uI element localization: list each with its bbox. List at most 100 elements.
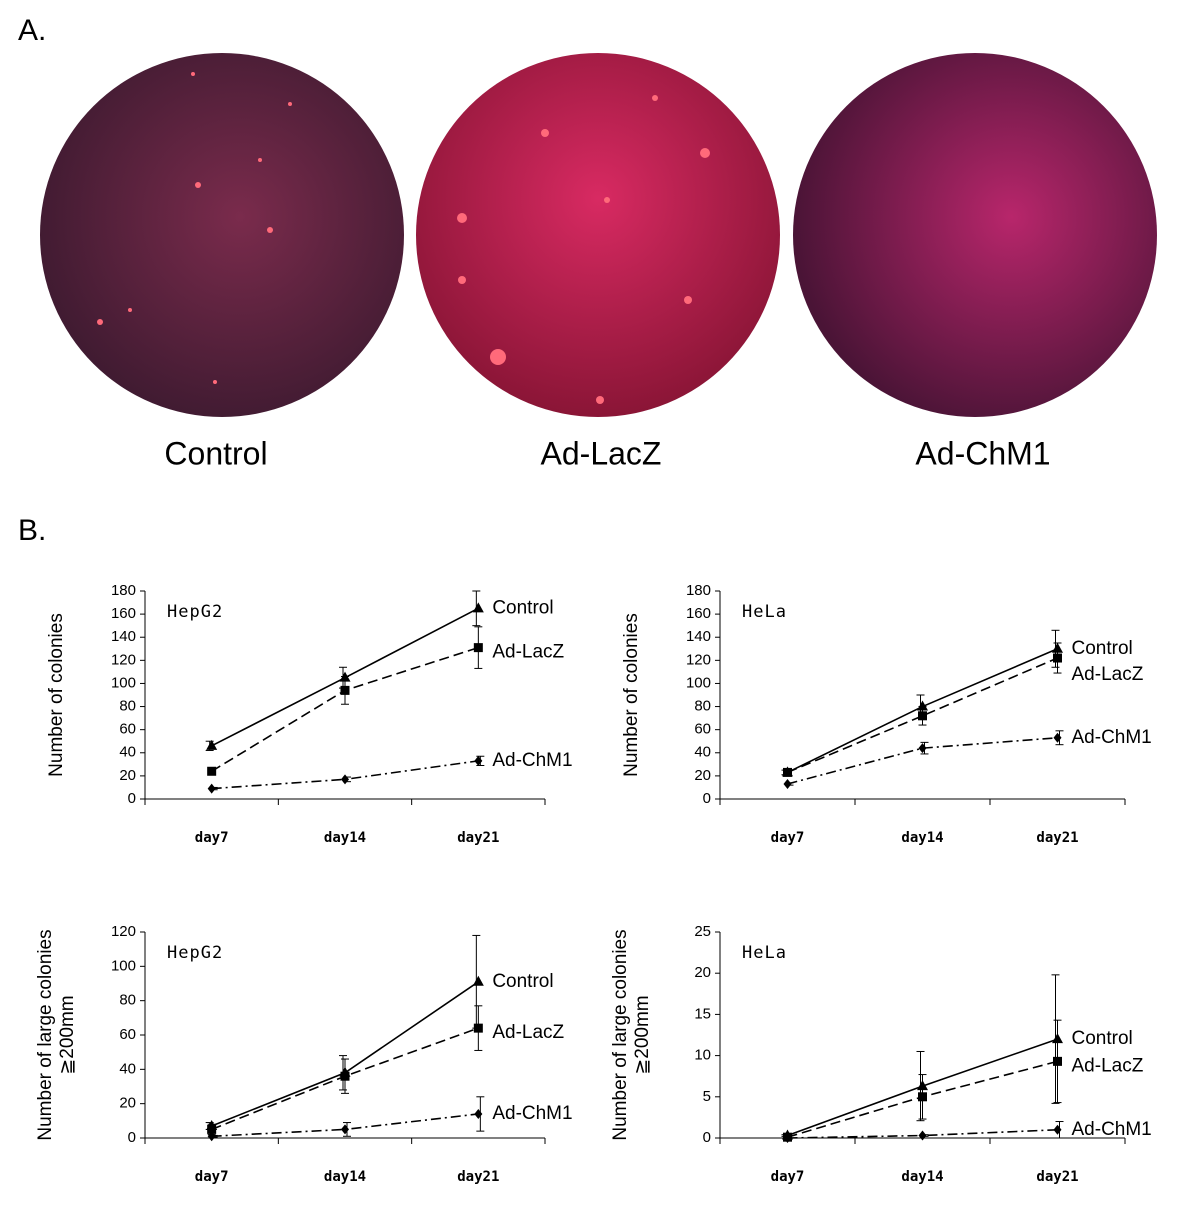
marker xyxy=(1053,653,1062,663)
x-tick-label: day7 xyxy=(771,830,805,846)
marker xyxy=(341,1124,349,1135)
x-tick-label: day14 xyxy=(901,830,943,846)
x-tick-label: day7 xyxy=(195,830,229,846)
y-axis-label: ≧200mm xyxy=(632,995,653,1074)
y-tick-label: 10 xyxy=(694,1047,711,1064)
y-tick-label: 20 xyxy=(694,767,711,784)
y-tick-label: 25 xyxy=(694,923,711,940)
marker xyxy=(474,1108,483,1119)
marker xyxy=(341,774,349,785)
marker xyxy=(207,783,216,794)
marker xyxy=(918,1130,927,1141)
y-tick-label: 120 xyxy=(111,923,136,940)
series-line xyxy=(787,657,1058,774)
marker xyxy=(1053,1124,1062,1135)
chart-title: HeLa xyxy=(742,943,787,963)
marker xyxy=(472,975,484,986)
dish-image xyxy=(416,53,780,417)
marker xyxy=(472,602,484,613)
legend-label: Control xyxy=(1072,638,1133,659)
y-tick-label: 180 xyxy=(111,582,136,599)
marker xyxy=(207,766,217,776)
y-tick-label: 80 xyxy=(694,698,711,715)
marker xyxy=(917,700,928,711)
dish-image xyxy=(40,53,404,417)
y-axis-label: ≧200mm xyxy=(57,995,78,1074)
marker xyxy=(473,1023,483,1033)
legend-label: Control xyxy=(492,971,553,992)
legend-label: Ad-ChM1 xyxy=(492,750,572,771)
series-line xyxy=(211,981,479,1127)
y-tick-label: 120 xyxy=(111,651,136,668)
panel-label: A. xyxy=(18,14,46,47)
y-tick-label: 60 xyxy=(119,1026,136,1043)
y-axis-label: Number of large colonies xyxy=(35,929,56,1140)
marker xyxy=(207,1124,217,1134)
y-tick-label: 60 xyxy=(694,721,711,738)
chart-title: HepG2 xyxy=(167,943,223,963)
marker xyxy=(918,711,927,721)
y-tick-label: 40 xyxy=(119,1060,136,1077)
legend-label: Ad-LacZ xyxy=(492,642,564,663)
x-tick-label: day21 xyxy=(1036,830,1078,846)
marker xyxy=(1053,732,1062,743)
marker xyxy=(783,1133,792,1143)
image-label: Control xyxy=(164,435,267,471)
chart-title: HepG2 xyxy=(167,602,223,622)
x-tick-label: day21 xyxy=(457,1169,499,1185)
y-tick-label: 40 xyxy=(119,744,136,761)
image-label: Ad-ChM1 xyxy=(915,435,1050,471)
y-tick-label: 80 xyxy=(119,698,136,715)
legend-label: Ad-ChM1 xyxy=(492,1103,572,1124)
legend-label: Ad-LacZ xyxy=(1072,664,1144,685)
y-axis-label: Number of colonies xyxy=(46,613,67,777)
y-tick-label: 5 xyxy=(703,1088,711,1105)
y-tick-label: 180 xyxy=(686,582,711,599)
marker xyxy=(918,743,927,754)
marker xyxy=(474,755,483,766)
marker xyxy=(340,1071,350,1081)
series-line xyxy=(211,646,479,772)
marker xyxy=(206,739,218,750)
x-tick-label: day21 xyxy=(457,830,499,846)
x-tick-label: day21 xyxy=(1036,1169,1078,1185)
y-tick-label: 20 xyxy=(694,964,711,981)
y-tick-label: 0 xyxy=(703,1129,711,1146)
y-tick-label: 40 xyxy=(694,744,711,761)
y-tick-label: 160 xyxy=(686,605,711,622)
y-tick-label: 100 xyxy=(111,957,136,974)
series-line xyxy=(211,760,479,790)
marker xyxy=(473,643,483,653)
legend-label: Control xyxy=(492,597,553,618)
y-tick-label: 15 xyxy=(694,1005,711,1022)
x-tick-label: day7 xyxy=(771,1169,805,1185)
y-tick-label: 20 xyxy=(119,767,136,784)
y-tick-label: 0 xyxy=(703,790,711,807)
marker xyxy=(783,767,792,777)
x-tick-label: day7 xyxy=(195,1169,229,1185)
y-tick-label: 100 xyxy=(111,674,136,691)
legend-label: Ad-LacZ xyxy=(1072,1055,1144,1076)
y-tick-label: 0 xyxy=(128,790,136,807)
dish-image xyxy=(793,53,1157,417)
image-label: Ad-LacZ xyxy=(541,435,662,471)
panel-label: B. xyxy=(18,514,46,547)
marker xyxy=(918,1092,927,1102)
y-tick-label: 120 xyxy=(686,651,711,668)
y-tick-label: 0 xyxy=(128,1129,136,1146)
legend-label: Control xyxy=(1072,1028,1133,1049)
y-tick-label: 20 xyxy=(119,1095,136,1112)
legend-label: Ad-ChM1 xyxy=(1072,1119,1152,1140)
series-line xyxy=(787,736,1058,785)
x-tick-label: day14 xyxy=(324,1169,366,1185)
y-tick-label: 100 xyxy=(686,674,711,691)
y-tick-label: 80 xyxy=(119,992,136,1009)
y-tick-label: 60 xyxy=(119,721,136,738)
chart-title: HeLa xyxy=(742,602,787,622)
legend-label: Ad-LacZ xyxy=(492,1022,564,1043)
y-tick-label: 140 xyxy=(686,628,711,645)
y-axis-label: Number of colonies xyxy=(621,613,642,777)
marker xyxy=(340,685,350,695)
legend-label: Ad-ChM1 xyxy=(1072,727,1152,748)
